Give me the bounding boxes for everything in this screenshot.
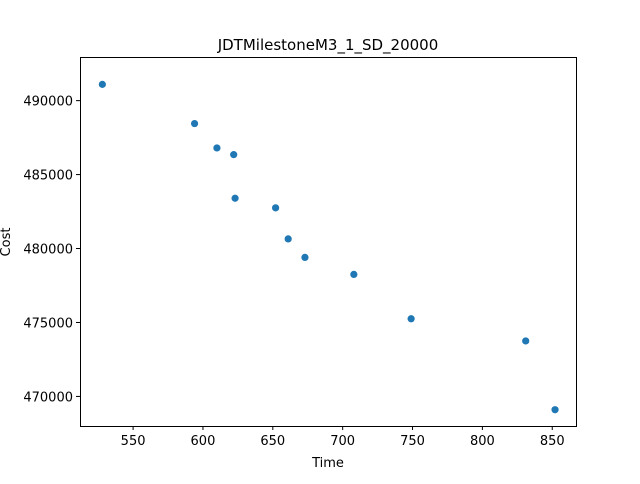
chart-title: JDTMilestoneM3_1_SD_20000	[217, 36, 439, 55]
x-tick-label: 700	[330, 434, 355, 449]
x-tick-label: 550	[121, 434, 146, 449]
y-tick-label: 480000	[23, 243, 73, 258]
x-tick-label: 800	[470, 434, 495, 449]
data-point	[272, 204, 280, 212]
data-point	[551, 406, 559, 414]
data-point	[522, 337, 530, 345]
data-point	[407, 315, 415, 323]
y-tick-label: 475000	[23, 316, 73, 331]
data-point	[284, 235, 292, 243]
data-point	[98, 80, 106, 88]
data-point	[350, 270, 358, 279]
data-point	[213, 144, 221, 152]
y-tick-label: 490000	[23, 95, 73, 110]
x-tick-label: 650	[260, 434, 285, 449]
y-tick-label: 470000	[23, 390, 73, 405]
data-point	[190, 119, 199, 128]
x-tick-label: 600	[191, 434, 216, 449]
x-tick-label: 850	[540, 434, 565, 449]
x-axis-label: Time	[311, 456, 344, 471]
data-point	[301, 253, 309, 261]
data-point	[231, 194, 239, 202]
y-axis-label: Cost	[0, 228, 14, 257]
x-axis: 550 600 650 700 750 800 850	[121, 426, 565, 449]
y-axis: 470000 475000 480000 485000 490000	[23, 95, 80, 405]
data-points	[98, 80, 559, 414]
x-tick-label: 750	[400, 434, 425, 449]
data-point	[230, 151, 238, 159]
y-tick-label: 485000	[23, 169, 73, 184]
plot-area-frame	[80, 57, 577, 427]
